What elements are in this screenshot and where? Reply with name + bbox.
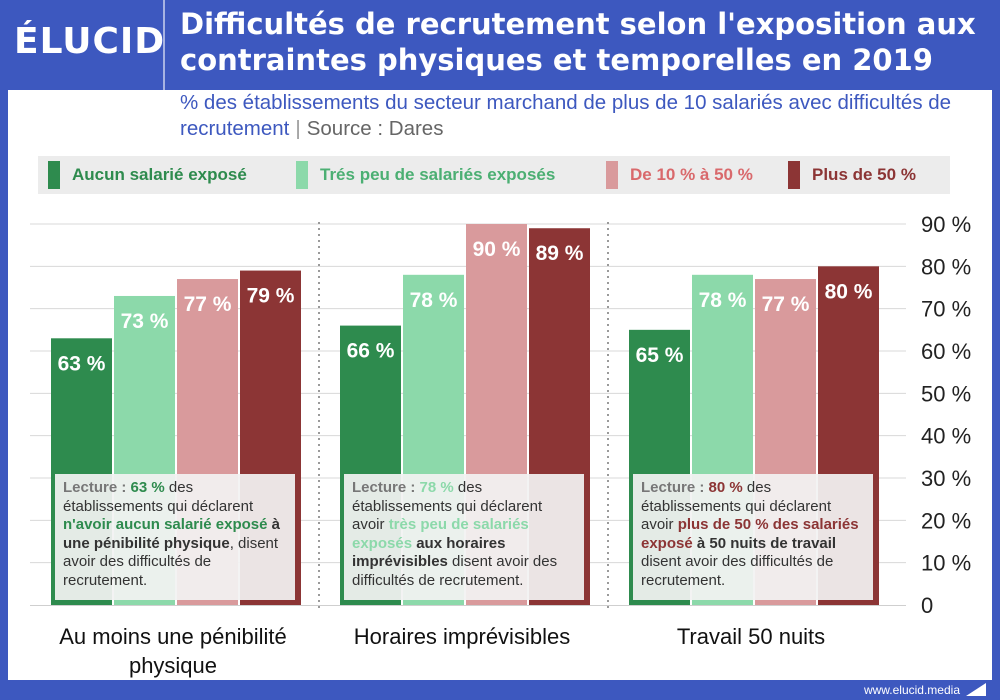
category-label: Travail 50 nuits xyxy=(677,624,825,649)
legend-label: De 10 % à 50 % xyxy=(630,165,753,184)
reading-text: disent avoir des difficultés de recrutem… xyxy=(352,553,558,589)
reading-text: , disent avoir des difficultés de recrut… xyxy=(63,534,279,589)
chart-subtitle: % des établissements du secteur marchand… xyxy=(180,90,985,142)
subtitle-separator: | xyxy=(295,117,301,140)
legend-item-tres-peu: Trés peu de salariés exposés xyxy=(286,156,596,194)
legend-swatch xyxy=(788,161,800,189)
data-label: 79 % xyxy=(247,285,295,308)
y-tick-label: 80 % xyxy=(921,254,971,279)
category-label: Au moins une pénibilité physique xyxy=(59,624,286,678)
reading-bold: à une pénibilité physique xyxy=(63,516,281,552)
data-label: 63 % xyxy=(58,352,106,375)
reading-value: 80 % xyxy=(708,479,743,496)
legend-item-10-50: De 10 % à 50 % xyxy=(596,156,778,194)
header: ÉLUCID Difficultés de recrutement selon … xyxy=(0,0,1000,90)
y-tick-label: 40 % xyxy=(921,424,971,449)
data-label: 90 % xyxy=(473,238,521,261)
reading-value: 63 % xyxy=(130,479,165,496)
y-tick-label: 70 % xyxy=(921,297,971,322)
y-tick-label: 50 % xyxy=(921,381,971,406)
y-tick-label: 20 % xyxy=(921,508,971,533)
legend-swatch xyxy=(48,161,60,189)
data-label: 77 % xyxy=(762,293,810,316)
y-tick-label: 0 xyxy=(921,593,933,618)
y-tick-label: 30 % xyxy=(921,466,971,491)
data-label: 78 % xyxy=(410,289,458,312)
subtitle-source: Source : Dares xyxy=(306,117,444,140)
footer: www.elucid.media xyxy=(0,680,1000,700)
reading-text: disent avoir des difficultés de recrutem… xyxy=(641,553,834,589)
y-tick-label: 90 % xyxy=(921,212,971,237)
legend-label: Plus de 50 % xyxy=(812,165,916,184)
reading-highlight: très peu de salariés exposés xyxy=(352,516,529,552)
data-label: 89 % xyxy=(536,242,584,265)
elucid-mark-icon xyxy=(966,683,986,696)
legend-item-plus-50: Plus de 50 % xyxy=(778,156,950,194)
legend-item-aucun: Aucun salarié exposé xyxy=(38,156,286,194)
footer-url: www.elucid.media xyxy=(863,683,960,697)
y-tick-label: 60 % xyxy=(921,339,971,364)
reading-note-1: Lecture : 63 % des établissements qui dé… xyxy=(55,474,295,600)
reading-text: des établissements qui déclarent avoir xyxy=(641,479,832,533)
reading-value: 78 % xyxy=(419,479,454,496)
chart-legend: Aucun salarié exposé Trés peu de salarié… xyxy=(38,156,950,194)
reading-text: des établissements qui déclarent xyxy=(63,479,254,515)
reading-keyword: Lecture : xyxy=(352,479,416,496)
reading-keyword: Lecture : xyxy=(641,479,705,496)
reading-keyword: Lecture : xyxy=(63,479,127,496)
chart-title: Difficultés de recrutement selon l'expos… xyxy=(180,7,976,77)
reading-highlight: n'avoir aucun salarié exposé xyxy=(63,516,268,533)
data-label: 73 % xyxy=(121,310,169,333)
elucid-logo: ÉLUCID xyxy=(14,21,166,62)
reading-text: des établissements qui déclarent avoir xyxy=(352,479,543,533)
legend-swatch xyxy=(296,161,308,189)
reading-note-2: Lecture : 78 % des établissements qui dé… xyxy=(344,474,584,600)
category-label: Horaires imprévisibles xyxy=(354,624,570,649)
data-label: 78 % xyxy=(699,289,747,312)
legend-label: Trés peu de salariés exposés xyxy=(320,165,556,184)
data-label: 66 % xyxy=(347,340,395,363)
legend-label: Aucun salarié exposé xyxy=(72,165,247,184)
legend-swatch xyxy=(606,161,618,189)
data-label: 80 % xyxy=(825,280,873,303)
data-label: 77 % xyxy=(184,293,232,316)
reading-note-3: Lecture : 80 % des établissements qui dé… xyxy=(633,474,873,600)
reading-highlight: plus de 50 % des salariés exposé xyxy=(641,516,859,552)
logo-divider xyxy=(163,0,165,90)
reading-bold: aux horaires imprévisibles xyxy=(352,534,506,571)
reading-bold: à 50 nuits de travail xyxy=(696,534,837,552)
subtitle-text: % des établissements du secteur marchand… xyxy=(180,91,952,140)
y-tick-label: 10 % xyxy=(921,551,971,576)
data-label: 65 % xyxy=(636,344,684,367)
